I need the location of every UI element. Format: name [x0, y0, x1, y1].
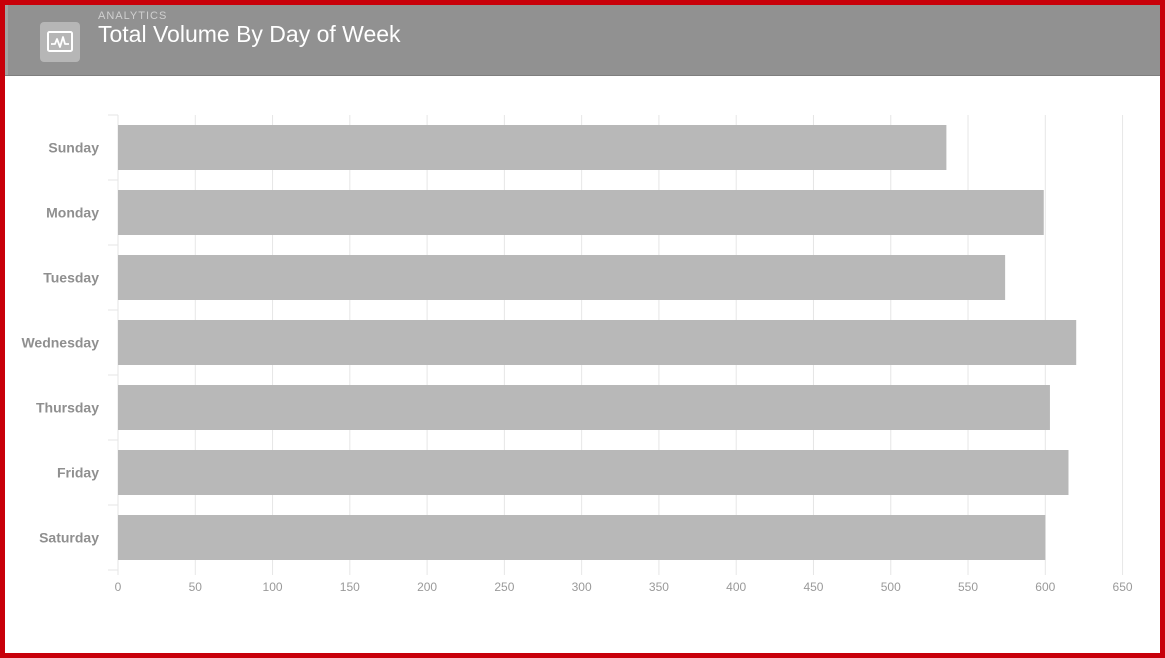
category-label: Sunday [48, 140, 99, 156]
x-tick-label: 600 [1035, 580, 1055, 594]
x-tick-label: 250 [494, 580, 514, 594]
x-tick-label: 650 [1113, 580, 1133, 594]
bar-tuesday[interactable] [118, 255, 1006, 300]
bar-monday[interactable] [118, 190, 1044, 235]
bar-chart: Sunday Monday Tuesday Wednesday Thursday Frid… [21, 114, 1133, 594]
category-label: Tuesday [43, 270, 99, 286]
x-tick-label: 350 [649, 580, 669, 594]
activity-chart-icon [40, 22, 80, 62]
x-tick-label: 400 [726, 580, 746, 594]
bar-saturday[interactable] [118, 515, 1046, 560]
bar-friday[interactable] [118, 450, 1069, 495]
bar-sunday[interactable] [118, 125, 947, 170]
x-tick-labels: 0 50 100 150 200 250 300 350 400 450 500 550 600 650 [115, 580, 1133, 594]
bars [118, 125, 1077, 560]
panel-header: ANALYTICS Total Volume By Day of Week [5, 5, 1160, 76]
x-tick-label: 300 [572, 580, 592, 594]
category-label: Friday [57, 465, 99, 481]
chart-title: Total Volume By Day of Week [98, 21, 401, 47]
x-tick-label: 100 [263, 580, 283, 594]
header-edge [5, 5, 8, 75]
x-tick-label: 450 [803, 580, 823, 594]
category-label: Thursday [36, 400, 99, 416]
category-labels: Sunday Monday Tuesday Wednesday Thursday Frid… [21, 140, 99, 546]
x-tick-label: 0 [115, 580, 122, 594]
x-tick-label: 500 [881, 580, 901, 594]
bar-thursday[interactable] [118, 385, 1050, 430]
category-label: Monday [46, 205, 99, 221]
x-tick-label: 550 [958, 580, 978, 594]
x-tick-label: 50 [189, 580, 203, 594]
bar-wednesday[interactable] [118, 320, 1077, 365]
section-eyebrow: ANALYTICS [98, 10, 168, 22]
x-tick-label: 150 [340, 580, 360, 594]
category-label: Saturday [39, 530, 99, 546]
category-label: Wednesday [21, 335, 99, 351]
x-tick-label: 200 [417, 580, 437, 594]
